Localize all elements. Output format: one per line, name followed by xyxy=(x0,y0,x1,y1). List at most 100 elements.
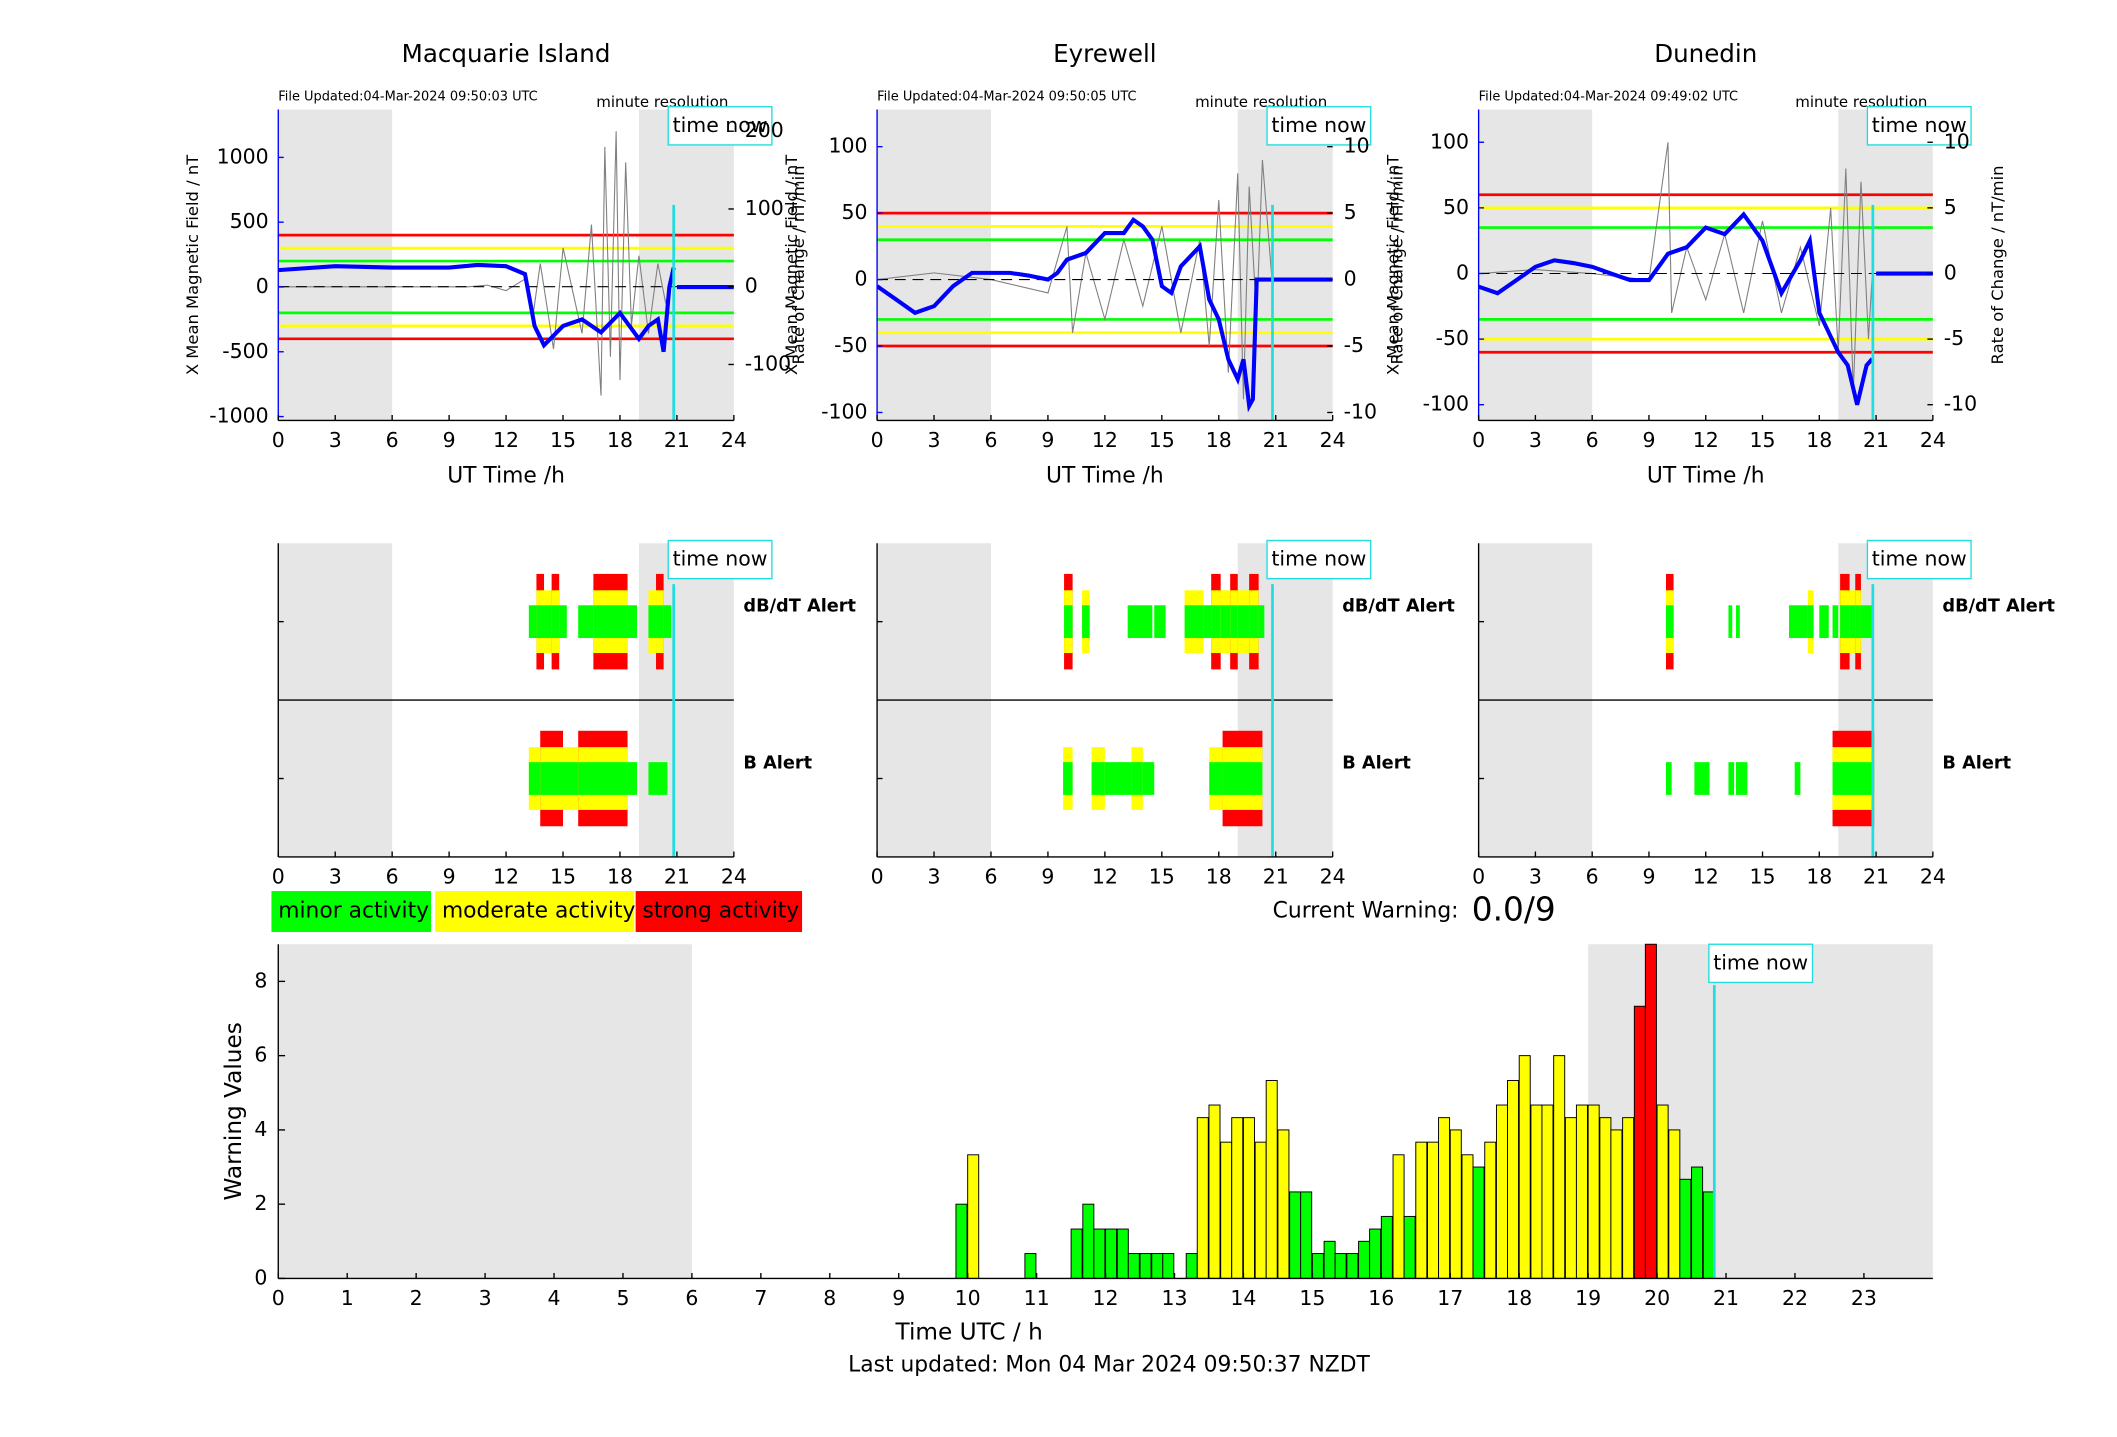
bar xyxy=(1231,1117,1244,1279)
x-tick-label: 6 xyxy=(685,1286,698,1310)
alert-block xyxy=(1249,605,1259,639)
y-tick-label: 0 xyxy=(855,267,868,291)
x-tick-label: 3 xyxy=(479,1286,492,1310)
bar xyxy=(1702,1191,1715,1279)
x-tick-label: 9 xyxy=(443,864,456,888)
y2-tick-label: 5 xyxy=(1944,195,1957,219)
bar xyxy=(1151,1253,1164,1279)
time-now-box xyxy=(1866,106,1972,146)
x-tick-label: 12 xyxy=(1092,864,1118,888)
x-tick-label: 9 xyxy=(1642,428,1655,452)
alert-block xyxy=(1131,762,1143,795)
x-tick-label: 18 xyxy=(1806,864,1832,888)
bar xyxy=(1369,1228,1382,1279)
alert-block xyxy=(1104,762,1132,795)
y2-tick-label: 0 xyxy=(745,274,758,298)
time-now-label: time now xyxy=(1713,950,1808,974)
x-axis-label: Time UTC / h xyxy=(895,1319,1043,1346)
alert-block xyxy=(1701,762,1710,795)
x-tick-label: 12 xyxy=(1093,1286,1119,1310)
alert-row-label: B Alert xyxy=(1942,754,2011,774)
x-tick-label: 8 xyxy=(823,1286,836,1310)
y-tick-label: 100 xyxy=(1430,129,1469,153)
y2-tick-label: 0 xyxy=(1944,260,1957,284)
bar xyxy=(1587,1104,1600,1279)
x-tick-label: 3 xyxy=(1529,864,1542,888)
y2-tick-label: 10 xyxy=(1944,129,1970,153)
x-tick-label: 24 xyxy=(1920,864,1946,888)
alert-block xyxy=(1203,605,1212,639)
alert-block xyxy=(528,762,541,795)
time-now-label: time now xyxy=(1271,547,1366,571)
alert-block xyxy=(528,605,537,639)
bar xyxy=(967,1154,980,1279)
bar xyxy=(1162,1253,1175,1279)
x-tick-label: 15 xyxy=(550,864,576,888)
x-tick-label: 0 xyxy=(1472,428,1485,452)
x-tick-label: 12 xyxy=(493,428,519,452)
bar xyxy=(1575,1104,1588,1279)
time-now-box xyxy=(1266,539,1372,580)
x-tick-label: 6 xyxy=(386,864,399,888)
panel-title: Macquarie Island xyxy=(402,39,611,68)
alert-block xyxy=(578,762,628,795)
alert-block xyxy=(1807,605,1814,639)
time-now-label: time now xyxy=(1872,113,1967,137)
y-tick-label: -500 xyxy=(222,339,268,363)
bar xyxy=(1139,1253,1152,1279)
bar xyxy=(1495,1104,1508,1279)
x-tick-label: 12 xyxy=(1693,864,1719,888)
bar xyxy=(1541,1104,1554,1279)
y2-tick-label: -5 xyxy=(1944,326,1964,350)
x-tick-label: 9 xyxy=(1041,428,1054,452)
x-axis-label: UT Time /h xyxy=(1647,463,1765,488)
x-tick-label: 6 xyxy=(386,428,399,452)
x-tick-label: 6 xyxy=(984,864,997,888)
x-tick-label: 13 xyxy=(1161,1286,1187,1310)
x-tick-label: 3 xyxy=(928,428,941,452)
x-tick-label: 12 xyxy=(1693,428,1719,452)
y-tick-label: -100 xyxy=(1423,392,1469,416)
alert-block xyxy=(1220,605,1231,639)
legend-swatch xyxy=(271,891,432,932)
bar xyxy=(1472,1166,1485,1279)
y-tick-label: 0 xyxy=(254,1265,267,1289)
alert-row-label: dB/dT Alert xyxy=(743,597,856,617)
alert-block xyxy=(648,762,668,795)
y2-tick-label: -5 xyxy=(1344,333,1364,357)
alert-block xyxy=(1082,605,1090,639)
bar xyxy=(1438,1117,1451,1279)
file-updated: File Updated:04-Mar-2024 09:50:05 UTC xyxy=(877,90,1136,105)
x-tick-label: 6 xyxy=(1586,428,1599,452)
y-axis-label: X Mean Magnetic Field / nT xyxy=(782,154,801,375)
bar xyxy=(1242,1117,1255,1279)
y-tick-label: 8 xyxy=(254,968,267,992)
bar xyxy=(1553,1055,1566,1279)
x-tick-label: 21 xyxy=(1863,428,1889,452)
time-now-label: time now xyxy=(673,547,768,571)
x-tick-label: 7 xyxy=(754,1286,767,1310)
current-warning-value: 0.0/9 xyxy=(1472,891,1556,929)
alert-block xyxy=(1855,605,1861,639)
alert-block xyxy=(1832,762,1875,795)
alert-block xyxy=(1064,605,1073,639)
legend-swatch xyxy=(635,891,803,932)
x-tick-label: 9 xyxy=(892,1286,905,1310)
time-now-label: time now xyxy=(673,113,768,137)
x-tick-label: 24 xyxy=(1920,428,1946,452)
bar xyxy=(1024,1253,1037,1279)
y-tick-label: 1000 xyxy=(217,144,269,168)
alert-block xyxy=(1184,605,1204,639)
bar xyxy=(1300,1191,1313,1279)
bar xyxy=(1530,1104,1543,1279)
y-tick-label: 0 xyxy=(256,274,269,298)
alert-block xyxy=(1860,605,1873,639)
x-tick-label: 17 xyxy=(1437,1286,1463,1310)
alert-row-label: B Alert xyxy=(743,754,812,774)
bar xyxy=(1254,1141,1267,1279)
y-axis-label: Warning Values xyxy=(220,1022,247,1200)
y-tick-label: 500 xyxy=(230,209,269,233)
bar xyxy=(1323,1240,1336,1279)
